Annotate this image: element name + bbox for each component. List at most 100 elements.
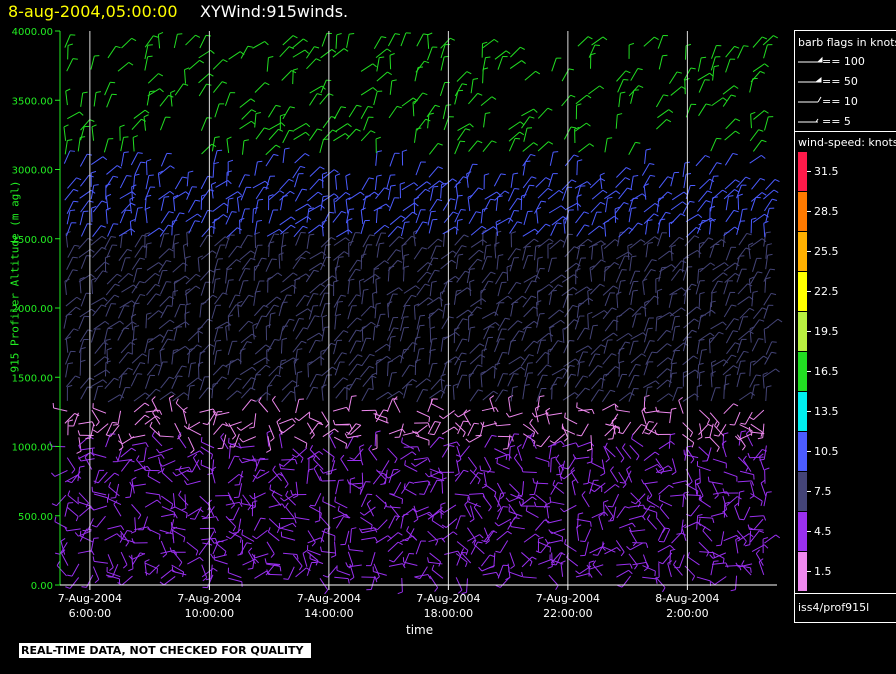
wind-barb xyxy=(225,279,234,295)
wind-barb xyxy=(440,250,457,260)
wind-barb xyxy=(309,373,322,388)
wind-barb xyxy=(157,361,168,376)
wind-barb xyxy=(107,320,124,329)
wind-barb xyxy=(427,46,438,61)
wind-barb xyxy=(711,97,728,107)
wind-barb xyxy=(725,564,742,571)
wind-barb xyxy=(550,482,563,495)
wind-barb xyxy=(64,526,81,532)
wind-barb xyxy=(510,231,517,248)
wind-barb xyxy=(469,389,484,402)
wind-barb xyxy=(507,339,517,355)
wind-barb xyxy=(588,44,600,58)
wind-barb xyxy=(580,528,592,543)
wind-barb xyxy=(644,463,662,472)
wind-barb xyxy=(94,270,108,283)
wind-barb xyxy=(591,211,602,226)
wind-barb xyxy=(238,320,254,332)
wind-barb xyxy=(545,410,563,416)
wind-barb xyxy=(374,430,381,447)
wind-barb xyxy=(576,244,585,260)
wind-barb xyxy=(643,213,659,225)
wind-barb xyxy=(575,268,581,285)
wind-barb xyxy=(400,221,410,237)
wind-barb xyxy=(294,436,308,449)
wind-barb xyxy=(292,554,303,571)
wind-barb xyxy=(669,407,677,424)
wind-barb xyxy=(78,456,95,462)
wind-barb xyxy=(333,436,348,449)
wind-barb xyxy=(160,305,173,319)
wind-barb xyxy=(603,339,613,354)
wind-barb xyxy=(112,410,122,426)
wind-barb xyxy=(104,360,111,377)
wind-barb xyxy=(590,344,606,356)
wind-barb xyxy=(588,560,595,577)
wind-barb xyxy=(628,388,639,402)
wind-barb xyxy=(225,267,233,284)
wind-barb xyxy=(522,295,537,308)
wind-barb xyxy=(92,246,107,259)
wind-barb xyxy=(454,469,469,482)
colorbar-title: wind-speed: knots xyxy=(798,136,896,149)
wind-barb xyxy=(683,172,692,189)
wind-barb xyxy=(389,481,402,496)
wind-barb xyxy=(104,472,120,484)
wind-barb xyxy=(92,225,106,238)
wind-barb xyxy=(740,411,753,425)
wind-barb xyxy=(548,528,566,535)
wind-barb xyxy=(210,181,217,199)
wind-barb xyxy=(65,375,81,388)
wind-barb xyxy=(401,364,415,378)
wind-barb xyxy=(283,552,299,560)
wind-barb xyxy=(268,209,279,224)
wind-barb xyxy=(63,313,72,329)
wind-barb xyxy=(360,305,376,317)
wind-barb xyxy=(144,44,153,60)
flag-5-label: == 5 xyxy=(822,115,851,128)
wind-barb xyxy=(482,140,497,152)
wind-barb xyxy=(145,206,151,224)
wind-barb xyxy=(65,336,72,353)
wind-barb xyxy=(186,170,194,187)
wind-barb xyxy=(601,389,616,403)
wind-barb xyxy=(537,364,552,376)
wind-barb xyxy=(712,272,728,283)
wind-barb xyxy=(429,389,446,399)
wind-barb xyxy=(655,406,671,414)
wind-barb xyxy=(694,477,701,495)
wind-barb xyxy=(683,369,700,378)
colorbar-label: 22.5 xyxy=(814,285,839,298)
wind-barb xyxy=(119,124,125,141)
wind-barb xyxy=(227,340,238,355)
wind-barb xyxy=(118,228,136,237)
wind-barb xyxy=(348,354,363,366)
wind-barb xyxy=(430,245,442,260)
wind-barb xyxy=(470,225,487,236)
wind-barb xyxy=(697,362,704,379)
wind-barb xyxy=(656,119,672,130)
wind-barb xyxy=(309,283,325,294)
wind-barb xyxy=(616,167,631,178)
wind-barb xyxy=(371,372,377,390)
wind-barb xyxy=(413,505,419,523)
wind-barb xyxy=(295,398,304,414)
wind-barb xyxy=(199,34,211,49)
wind-barb xyxy=(588,225,604,236)
wind-barb xyxy=(64,502,74,517)
wind-barb xyxy=(156,447,173,454)
wind-barb xyxy=(645,242,653,258)
wind-barb xyxy=(322,116,337,129)
wind-barb xyxy=(696,384,703,401)
wind-barb xyxy=(749,77,758,93)
wind-barb xyxy=(333,330,349,342)
wind-barb xyxy=(307,450,324,460)
wind-barb xyxy=(533,501,550,508)
wind-barb xyxy=(241,139,249,155)
wind-barb xyxy=(431,564,444,579)
wind-barb xyxy=(372,566,387,576)
wind-barb xyxy=(241,257,256,270)
wind-barb xyxy=(510,386,518,402)
wind-barb xyxy=(66,222,77,237)
wind-barb xyxy=(120,202,136,214)
